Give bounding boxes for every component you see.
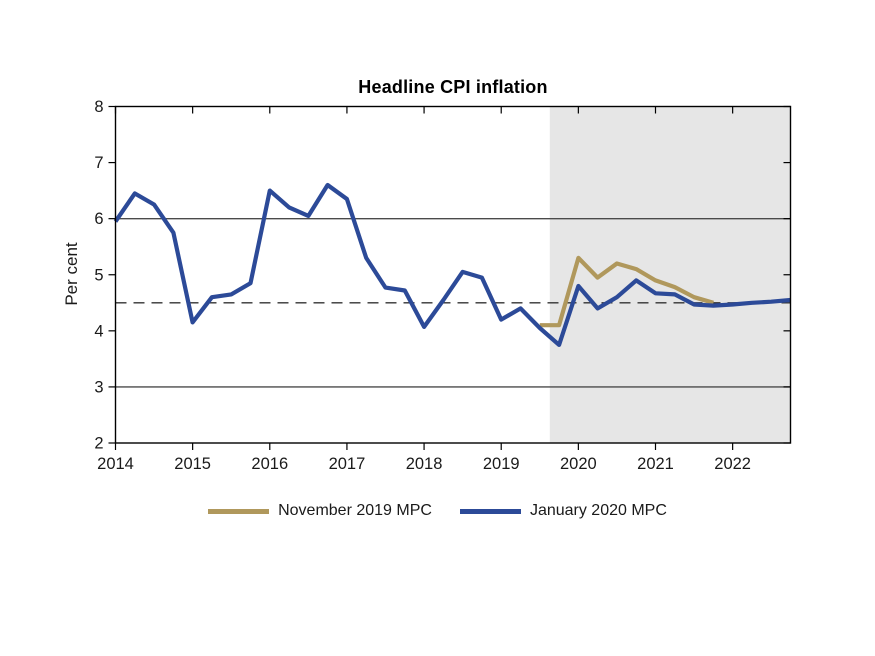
x-tick-label: 2020 [560,455,597,473]
x-tick-label: 2014 [97,455,134,473]
x-tick-label: 2019 [483,455,520,473]
forecast-shaded-region [549,106,791,443]
legend-swatch-january [459,508,521,514]
x-tick-label: 2017 [329,455,366,473]
y-tick-label: 6 [94,210,103,228]
x-tick-label: 2021 [637,455,674,473]
x-tick-label: 2016 [251,455,288,473]
legend: November 2019 MPC January 2020 MPC [0,502,875,520]
x-tick-label: 2022 [714,455,751,473]
axis-tick-labels: 2014 2015 2016 2017 2018 2019 2020 2021 2022 2 3 4 5… [94,98,751,473]
y-tick-label: 3 [94,378,103,396]
legend-item-november-2019-mpc: November 2019 MPC [208,502,432,520]
legend-swatch-november [208,508,270,514]
legend-item-january-2020-mpc: January 2020 MPC [459,502,667,520]
series-line-january-2020-mpc [113,182,791,347]
axis-ticks [108,105,791,450]
series-line-november-2019-mpc [539,255,714,328]
y-tick-label: 4 [94,322,103,340]
legend-label-november: November 2019 MPC [278,502,432,519]
y-tick-label: 5 [94,266,103,284]
legend-label-january: January 2020 MPC [529,502,667,519]
y-tick-label: 2 [94,435,103,453]
chart-title: Headline CPI inflation [358,77,548,97]
x-tick-label: 2015 [174,455,211,473]
y-tick-label: 7 [94,154,103,172]
x-tick-label: 2018 [406,455,443,473]
y-tick-label: 8 [94,98,103,116]
reference-lines [115,217,791,388]
